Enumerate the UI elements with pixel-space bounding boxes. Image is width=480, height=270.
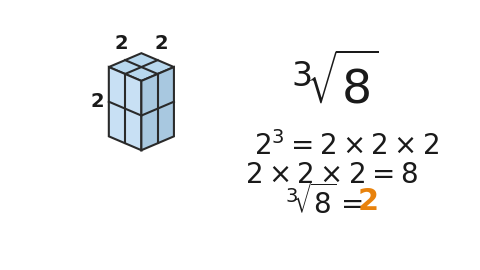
Text: $\mathbf{2}$: $\mathbf{2}$	[358, 187, 378, 216]
Polygon shape	[109, 67, 142, 150]
Text: 2: 2	[114, 35, 128, 53]
Text: $2^3 = 2 \times 2 \times 2$: $2^3 = 2 \times 2 \times 2$	[254, 131, 440, 161]
Polygon shape	[142, 67, 174, 150]
Text: $^3\!\sqrt{8} = $: $^3\!\sqrt{8} = $	[285, 184, 362, 220]
Text: $2 \times 2 \times 2 = 8$: $2 \times 2 \times 2 = 8$	[245, 161, 418, 189]
Text: $^3\!\sqrt{8}$: $^3\!\sqrt{8}$	[291, 55, 379, 114]
Polygon shape	[109, 53, 174, 81]
Text: 2: 2	[155, 35, 168, 53]
Text: 2: 2	[90, 92, 104, 111]
